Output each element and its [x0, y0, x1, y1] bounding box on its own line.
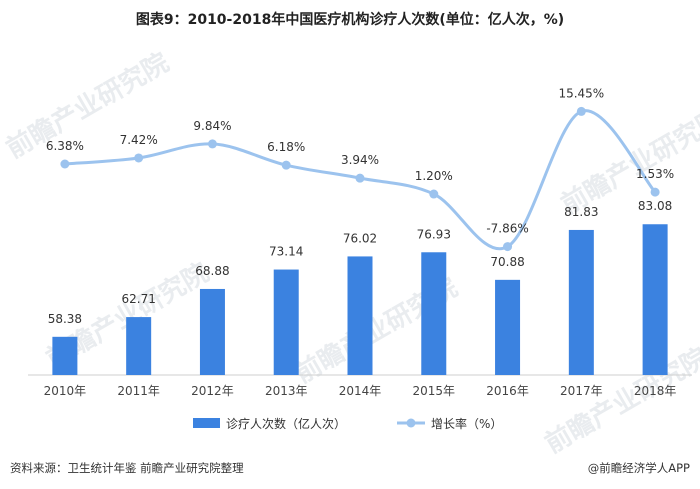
growth-rate-line [64, 109, 657, 251]
x-tick-label: 2014年 [339, 384, 382, 398]
bar-2018年 [642, 224, 668, 375]
growth-value-label: 9.84% [193, 119, 231, 133]
growth-value-label: 3.94% [341, 153, 379, 167]
growth-point-2011年 [134, 153, 144, 163]
growth-value-label: -7.86% [486, 222, 528, 236]
growth-point-2016年 [503, 242, 513, 252]
x-tick-label: 2018年 [634, 384, 677, 398]
bar-2011年 [126, 317, 152, 375]
bar-value-label: 81.83 [564, 205, 598, 219]
bar-2013年 [273, 269, 299, 375]
x-tick-label: 2017年 [560, 384, 603, 398]
x-tick-label: 2010年 [44, 384, 87, 398]
x-tick-label: 2011年 [117, 384, 160, 398]
growth-point-2017年 [576, 106, 586, 116]
x-tick-label: 2016年 [486, 384, 529, 398]
growth-point-2014年 [355, 173, 365, 183]
growth-value-label: 7.42% [120, 133, 158, 147]
growth-point-2012年 [207, 139, 217, 149]
x-tick-label: 2012年 [191, 384, 234, 398]
bar-2012年 [199, 288, 225, 375]
svg-text:前瞻产业研究院: 前瞻产业研究院 [540, 342, 700, 460]
growth-point-2010年 [60, 159, 70, 169]
bar-value-label: 73.14 [269, 245, 303, 259]
growth-point-2015年 [429, 189, 439, 199]
x-tick-label: 2013年 [265, 384, 308, 398]
bar-value-label: 76.02 [343, 231, 377, 245]
bar-value-label: 83.08 [638, 199, 672, 213]
legend-line-label: 增长率（%） [431, 416, 502, 431]
bar-value-label: 70.88 [490, 255, 524, 269]
chart-title: 图表9：2010-2018年中国医疗机构诊疗人次数(单位：亿人次，%) [136, 11, 564, 28]
growth-value-label: 1.20% [415, 169, 453, 183]
bar-value-label: 58.38 [48, 312, 82, 326]
bar-2015年 [421, 252, 447, 375]
source-note: 资料来源：卫生统计年鉴 前瞻产业研究院整理 [10, 461, 244, 475]
svg-text:前瞻产业研究院: 前瞻产业研究院 [556, 103, 700, 221]
growth-value-label: 15.45% [558, 86, 604, 100]
bar-value-label: 76.93 [417, 227, 451, 241]
legend-line-marker [406, 418, 416, 428]
growth-value-label: 1.53% [636, 167, 674, 181]
bar-value-label: 68.88 [195, 264, 229, 278]
legend-bar-label: 诊疗人次数（亿人次） [226, 416, 346, 431]
growth-point-2018年 [650, 187, 660, 197]
bar-2014年 [347, 256, 373, 375]
bar-2010年 [52, 336, 78, 375]
growth-value-label: 6.18% [267, 140, 305, 154]
bar-value-label: 62.71 [121, 292, 155, 306]
brand-credit: @前瞻经济学人APP [588, 461, 690, 475]
legend-bar-swatch [193, 418, 220, 428]
bar-2017年 [568, 229, 594, 375]
growth-value-label: 6.38% [46, 139, 84, 153]
x-tick-label: 2015年 [413, 384, 456, 398]
growth-point-2013年 [281, 160, 291, 170]
bar-2016年 [495, 279, 521, 375]
legend: 诊疗人次数（亿人次） 增长率（%） [193, 416, 502, 431]
svg-text:前瞻产业研究院: 前瞻产业研究院 [1, 47, 174, 165]
